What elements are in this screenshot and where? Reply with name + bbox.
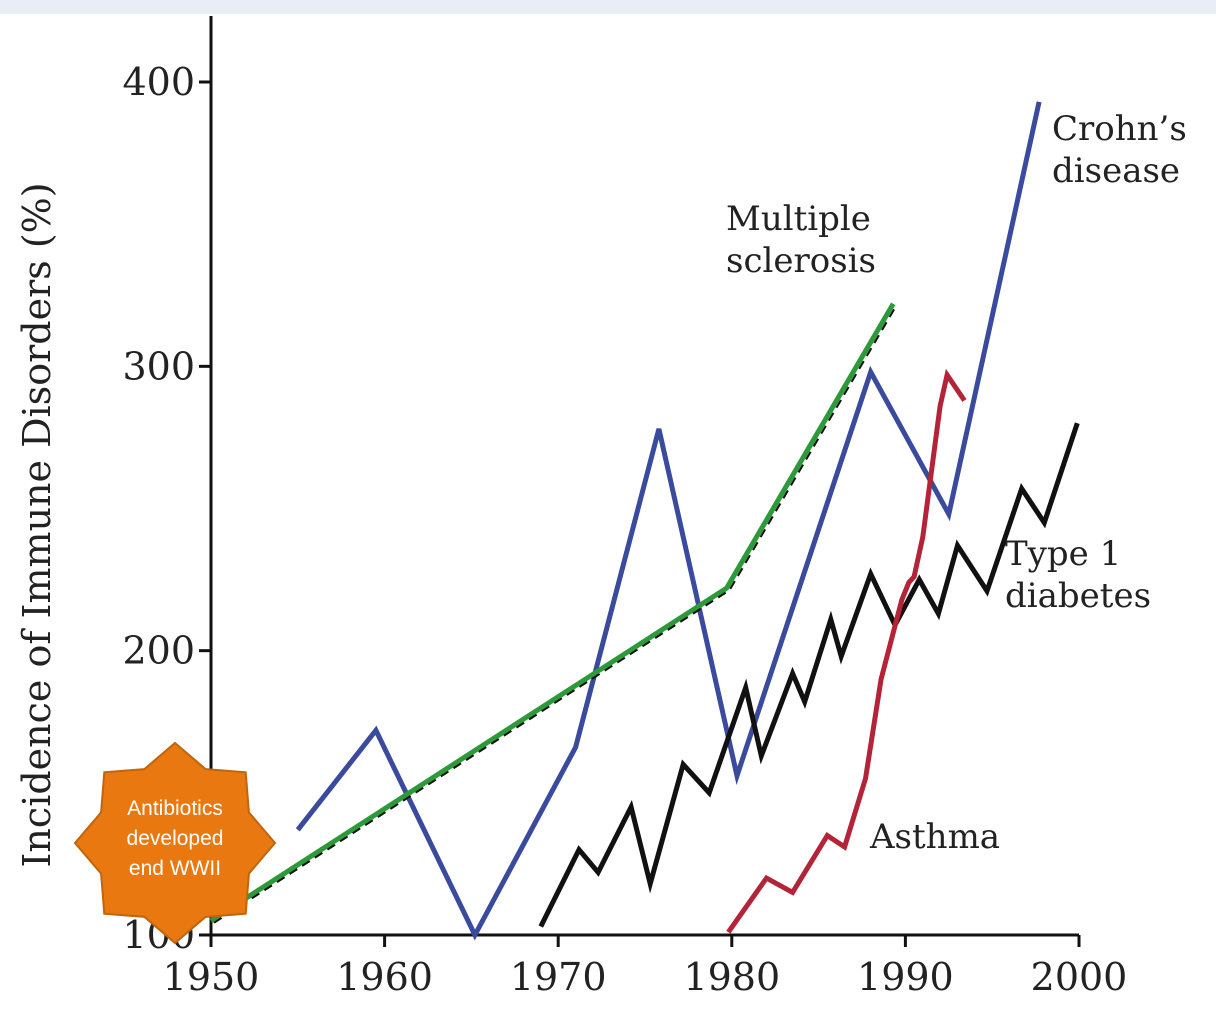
x-tick-label: 1990: [857, 955, 954, 999]
y-tick-label: 300: [122, 344, 195, 388]
series-label-multiple-sclerosis: Multiple sclerosis: [726, 199, 876, 281]
series-line-crohn-s-disease: [295, 101, 1042, 941]
annotation-line: end WWII: [129, 857, 221, 880]
series-label-line: sclerosis: [726, 241, 876, 281]
x-tick-label: 1980: [683, 955, 780, 999]
y-tick-label: 400: [122, 60, 195, 104]
trend-line-multiple-sclerosis: [213, 305, 898, 924]
x-tick-label: 1950: [163, 955, 260, 999]
y-axis-label: Incidence of Immune Disorders (%): [15, 182, 59, 867]
series-label-line: Crohn’s: [1052, 109, 1187, 149]
y-tick-label: 200: [122, 629, 195, 673]
series-label-crohn-s-disease: Crohn’s disease: [1052, 109, 1187, 191]
series-line-type-1-diabetes: [538, 422, 1080, 928]
annotation-star-text: Antibiotics developed end WWII: [127, 797, 224, 880]
series-label-line: Multiple: [726, 199, 871, 239]
x-tick-label: 2000: [1031, 955, 1128, 999]
series-label-line: Asthma: [869, 817, 1000, 857]
series-labels-layer: Crohn’s disease Multiple sclerosis Type 1 dia…: [726, 109, 1187, 857]
series-line-multiple-sclerosis: [209, 302, 896, 923]
annotation-line: developed: [127, 827, 224, 850]
annotation-layer: Antibiotics developed end WWII: [73, 741, 277, 945]
annotation-star-shape: [73, 741, 277, 945]
series-line-asthma: [726, 368, 967, 934]
series-label-type-1-diabetes: Type 1 diabetes: [1005, 534, 1151, 616]
series-label-asthma: Asthma: [869, 817, 1000, 857]
series-label-line: Type 1: [1005, 534, 1121, 574]
series-layer: [209, 101, 1080, 941]
x-tick-label: 1960: [336, 955, 433, 999]
series-label-line: disease: [1052, 151, 1180, 191]
series-label-line: diabetes: [1005, 576, 1151, 616]
x-tick-label: 1970: [510, 955, 607, 999]
top-band: [0, 0, 1216, 14]
annotation-line: Antibiotics: [127, 797, 223, 820]
